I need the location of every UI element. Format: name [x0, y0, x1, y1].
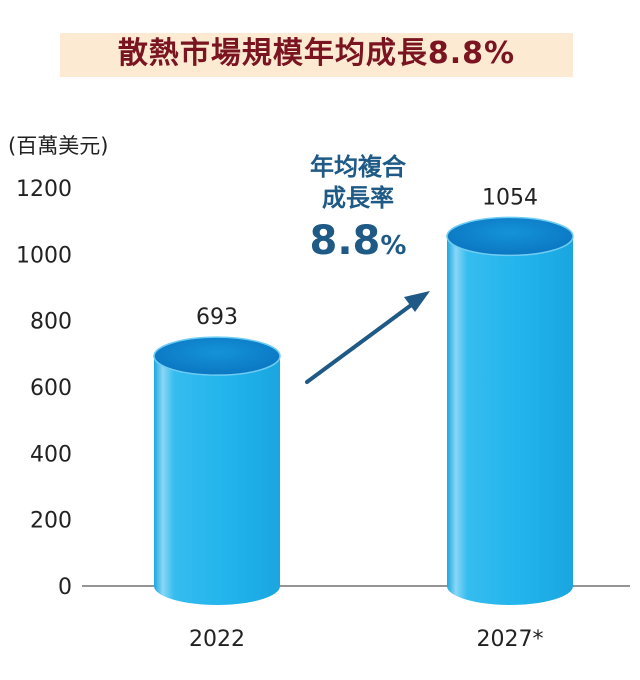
- cagr-label-line1: 年均複合: [310, 153, 406, 181]
- y-tick-label: 800: [30, 310, 72, 335]
- cylinder-top: [153, 336, 281, 376]
- bar-2022: [153, 336, 281, 605]
- bar-2027*: [446, 216, 574, 605]
- y-tick-label: 1200: [16, 177, 72, 202]
- y-tick-label: 400: [30, 442, 72, 467]
- cagr-percent-sign: %: [380, 231, 407, 261]
- bar-value-label: 1054: [482, 185, 538, 210]
- y-tick-label: 0: [58, 575, 72, 600]
- y-tick-label: 600: [30, 376, 72, 401]
- cylinder-body: [154, 356, 280, 605]
- cagr-label-line2: 成長率: [322, 184, 394, 212]
- chart-title: 散熱市場規模年均成長8.8%: [117, 36, 516, 71]
- cagr-value: 8.8%: [268, 218, 448, 264]
- cylinder-body: [447, 236, 573, 605]
- growth-arrow: [305, 291, 430, 384]
- cylinder-top: [446, 216, 574, 257]
- y-axis-unit-label: (百萬美元): [8, 134, 109, 158]
- bar-value-label: 693: [196, 305, 238, 330]
- cagr-number: 8.8: [309, 218, 381, 264]
- x-category-label: 2022: [189, 627, 245, 652]
- y-tick-label: 1000: [16, 243, 72, 268]
- x-category-label: 2027*: [477, 627, 544, 652]
- y-tick-label: 200: [30, 509, 72, 534]
- title-band: [60, 33, 573, 77]
